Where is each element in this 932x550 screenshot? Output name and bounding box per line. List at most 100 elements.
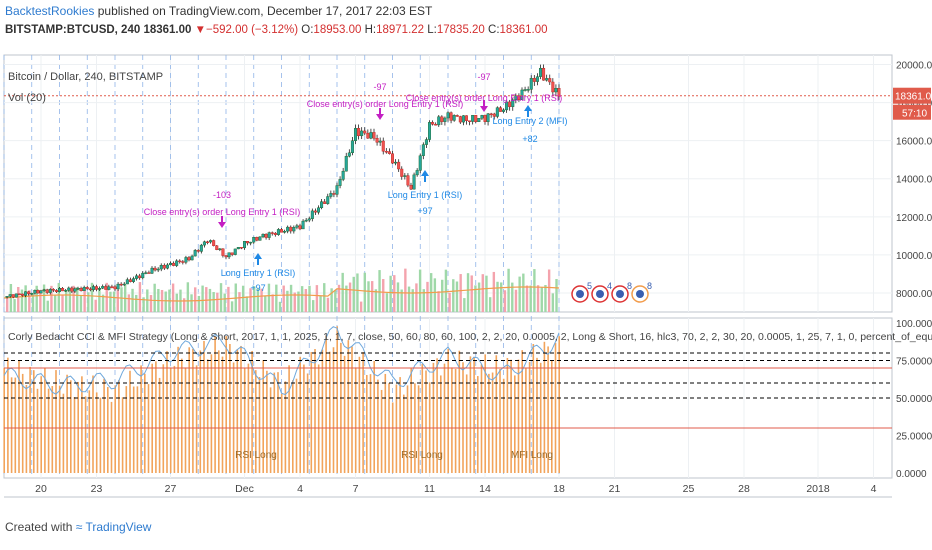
candle-body xyxy=(320,201,324,209)
candle-body xyxy=(480,115,484,119)
volume-bar xyxy=(90,282,94,312)
indicator-tick-label: 0.0000 xyxy=(896,469,927,480)
indicator-bar xyxy=(14,377,17,473)
volume-bar xyxy=(146,289,149,312)
volume-bar xyxy=(396,282,400,312)
indicator-bar xyxy=(158,377,161,473)
volume-bar xyxy=(142,297,145,312)
volume-bar xyxy=(348,282,352,312)
candle-body xyxy=(128,279,132,282)
volume-bar xyxy=(437,291,440,312)
indicator-bar xyxy=(214,336,216,473)
indicator-bar xyxy=(229,344,231,473)
indicator-bar xyxy=(369,374,372,473)
indicator-bar xyxy=(151,363,153,473)
indicator-bar xyxy=(121,397,124,473)
indicator-bar xyxy=(480,364,483,473)
candle-body xyxy=(184,257,188,263)
volume-bars xyxy=(3,268,560,312)
indicator-bar xyxy=(262,360,264,473)
indicator-bar xyxy=(462,362,464,473)
indicator-bar xyxy=(184,367,187,473)
candle-body xyxy=(443,117,447,122)
overlay: 18361.00 57:10 -103 Close entry(s) order Lo… xyxy=(4,72,932,303)
candle-body xyxy=(397,161,401,170)
candle-body xyxy=(94,286,98,290)
event-flag-dot xyxy=(596,290,604,298)
volume-bar xyxy=(337,284,341,312)
indicator-bar xyxy=(140,365,142,473)
candle-body xyxy=(67,287,71,291)
indicator-bar xyxy=(92,375,94,473)
volume-bar xyxy=(264,296,267,312)
arrow-up-icon xyxy=(421,170,429,176)
volume-bar xyxy=(518,276,521,312)
volume-bar xyxy=(241,285,245,312)
indicator-bar xyxy=(473,357,475,473)
candle-body xyxy=(24,291,28,296)
event-count: 4 xyxy=(607,281,612,291)
volume-bar xyxy=(363,272,367,312)
published-text: published on TradingView.com, December 1… xyxy=(97,4,433,18)
volume-bar xyxy=(488,297,492,312)
volume-bar xyxy=(319,295,322,312)
indicator-bar xyxy=(451,367,453,473)
indicator-bar xyxy=(343,355,346,473)
candle-body xyxy=(372,132,376,139)
indicator-bar xyxy=(366,374,368,473)
indicator-bar xyxy=(340,342,342,473)
indicator-bar xyxy=(110,401,113,473)
tradingview-logo-icon[interactable]: ≈ xyxy=(75,520,83,534)
candle-body xyxy=(280,229,284,233)
volume-bar xyxy=(415,283,418,312)
candle-body xyxy=(221,248,225,256)
indicator-bar xyxy=(243,367,246,473)
candle-body xyxy=(181,261,185,263)
candle-body xyxy=(110,286,114,288)
candle-body xyxy=(172,262,176,266)
publisher-link[interactable]: BacktestRookies xyxy=(5,4,95,18)
indicator-bar xyxy=(10,377,13,473)
last-price-tag: 18361.00 xyxy=(895,92,932,103)
indicator-tick-label: 75.0000 xyxy=(896,357,932,368)
candle-body xyxy=(27,291,31,294)
candle-body xyxy=(144,272,148,274)
volume-bar xyxy=(300,286,304,312)
indicator-bar xyxy=(88,390,91,473)
volume-bar xyxy=(149,295,153,312)
volume-bar xyxy=(219,283,223,312)
x-tick-label: 18 xyxy=(553,483,565,495)
candle-body xyxy=(64,290,68,292)
indicator-bar xyxy=(477,376,479,473)
tradingview-brand[interactable]: TradingView xyxy=(85,520,152,534)
candle-body xyxy=(326,196,330,204)
x-tick-label: 14 xyxy=(479,483,491,495)
candle-body xyxy=(224,255,228,258)
candle-body xyxy=(477,118,481,123)
volume-bar xyxy=(459,274,462,312)
indicator-bar xyxy=(251,351,253,473)
indicator-bar xyxy=(506,357,509,473)
candle-body xyxy=(162,265,166,269)
arrow-down-icon xyxy=(376,114,384,120)
volume-bar xyxy=(529,285,532,312)
indicator-bar xyxy=(288,365,290,473)
candle-body xyxy=(508,101,512,107)
candle-body xyxy=(307,218,311,221)
volume-bar xyxy=(514,289,518,312)
event-count: 8 xyxy=(627,281,632,291)
indicator-bar xyxy=(558,336,560,473)
indicator-bar xyxy=(469,356,472,473)
indicator-bar xyxy=(421,363,424,473)
trade-annotation: Long Entry 1 (RSI) xyxy=(388,190,463,200)
indicator-bar xyxy=(125,386,128,473)
indicator-bar xyxy=(443,363,446,473)
candle-body xyxy=(249,241,253,244)
indicator-bar xyxy=(539,362,542,473)
candle-body xyxy=(147,272,151,274)
symbol-name: BITSTAMP:BTCUSD, 240 xyxy=(5,24,141,36)
volume-bar xyxy=(17,286,20,312)
price-tick-label: 16000.00 xyxy=(896,137,932,148)
volume-bar xyxy=(238,292,241,312)
